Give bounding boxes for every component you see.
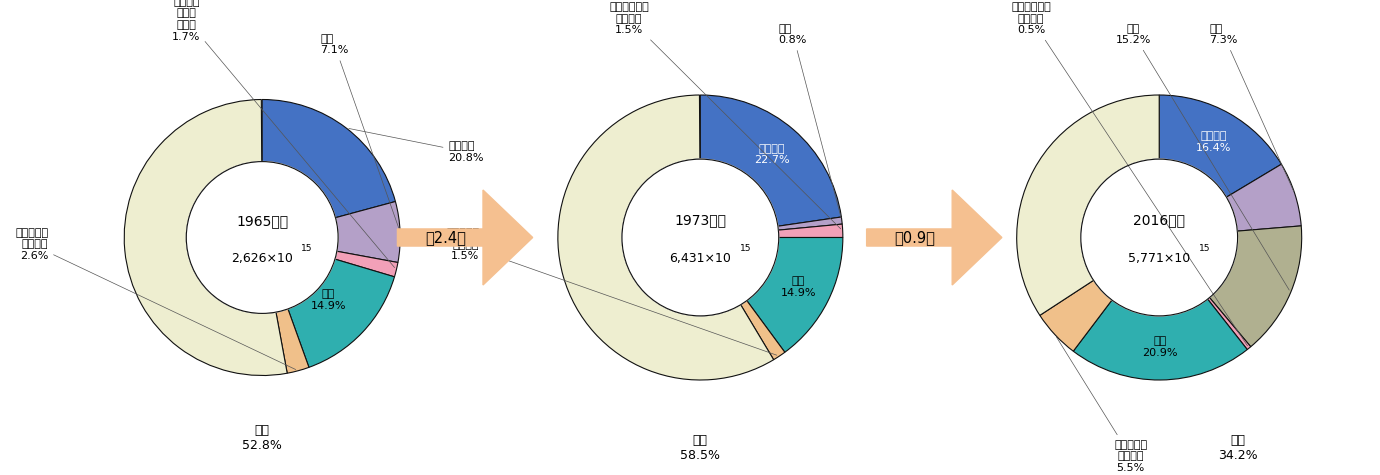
Text: 1973年度: 1973年度 <box>675 213 726 228</box>
Circle shape <box>622 159 778 316</box>
Wedge shape <box>778 217 842 230</box>
Wedge shape <box>700 95 842 226</box>
Wedge shape <box>778 224 843 238</box>
Text: 約2.4倍: 約2.4倍 <box>425 230 466 245</box>
Text: 15: 15 <box>1199 245 1210 253</box>
Text: 再生可能エネ
ルギー等
1.5%: 再生可能エネ ルギー等 1.5% <box>609 2 840 229</box>
Text: 電力
14.9%: 電力 14.9% <box>310 289 346 311</box>
Wedge shape <box>288 259 395 367</box>
Text: 石油
34.2%: 石油 34.2% <box>1217 434 1257 462</box>
Text: 6,431×10: 6,431×10 <box>669 252 731 266</box>
Text: 再生可能エネ
ルギー等
0.5%: 再生可能エネ ルギー等 0.5% <box>1012 2 1248 346</box>
Text: 石炭製品
20.8%: 石炭製品 20.8% <box>349 128 484 163</box>
Text: 1965年度: 1965年度 <box>236 214 288 228</box>
Text: 5,771×10: 5,771×10 <box>1127 252 1191 266</box>
Wedge shape <box>1159 95 1282 197</box>
Text: 天然ガス・
都市ガス
5.5%: 天然ガス・ 都市ガス 5.5% <box>1057 337 1147 473</box>
Wedge shape <box>1074 299 1248 380</box>
Wedge shape <box>747 238 843 352</box>
Wedge shape <box>335 251 397 277</box>
Wedge shape <box>741 301 785 360</box>
Text: 石炭
7.3%: 石炭 7.3% <box>1209 24 1293 191</box>
Wedge shape <box>558 95 774 380</box>
Wedge shape <box>1017 95 1159 315</box>
Circle shape <box>1081 159 1238 316</box>
Circle shape <box>186 162 338 314</box>
Text: 天然ガス・
都市ガス
1.5%: 天然ガス・ 都市ガス 1.5% <box>446 228 777 355</box>
Wedge shape <box>262 99 396 218</box>
Text: 石油
58.5%: 石油 58.5% <box>680 434 720 462</box>
Text: 石炭
7.1%: 石炭 7.1% <box>320 34 399 229</box>
Text: 約0.9倍: 約0.9倍 <box>894 230 936 245</box>
Wedge shape <box>335 201 400 263</box>
Wedge shape <box>124 99 287 376</box>
Text: 電力
20.9%: 電力 20.9% <box>1143 336 1179 358</box>
Wedge shape <box>1208 297 1250 350</box>
Wedge shape <box>276 309 309 373</box>
Text: 蒸気
15.2%: 蒸気 15.2% <box>1116 24 1289 290</box>
Text: 2016年度: 2016年度 <box>1133 213 1185 228</box>
Text: 石炭製品
22.7%: 石炭製品 22.7% <box>755 144 789 165</box>
Wedge shape <box>1209 226 1301 347</box>
Text: 石油
52.8%: 石油 52.8% <box>243 424 282 452</box>
Text: 石炭製品
16.4%: 石炭製品 16.4% <box>1195 131 1231 153</box>
Wedge shape <box>1227 164 1301 231</box>
Text: 再生可能
エネル
ギー等
1.7%: 再生可能 エネル ギー等 1.7% <box>172 0 395 267</box>
Text: 電力
14.9%: 電力 14.9% <box>781 276 816 298</box>
Text: 15: 15 <box>740 245 752 253</box>
Text: 15: 15 <box>301 244 312 253</box>
Wedge shape <box>1041 280 1112 351</box>
Text: 2,626×10: 2,626×10 <box>232 252 293 265</box>
Text: 石炭
0.8%: 石炭 0.8% <box>778 24 842 218</box>
Text: 天然ガス・
都市ガス
2.6%: 天然ガス・ 都市ガス 2.6% <box>15 228 295 370</box>
